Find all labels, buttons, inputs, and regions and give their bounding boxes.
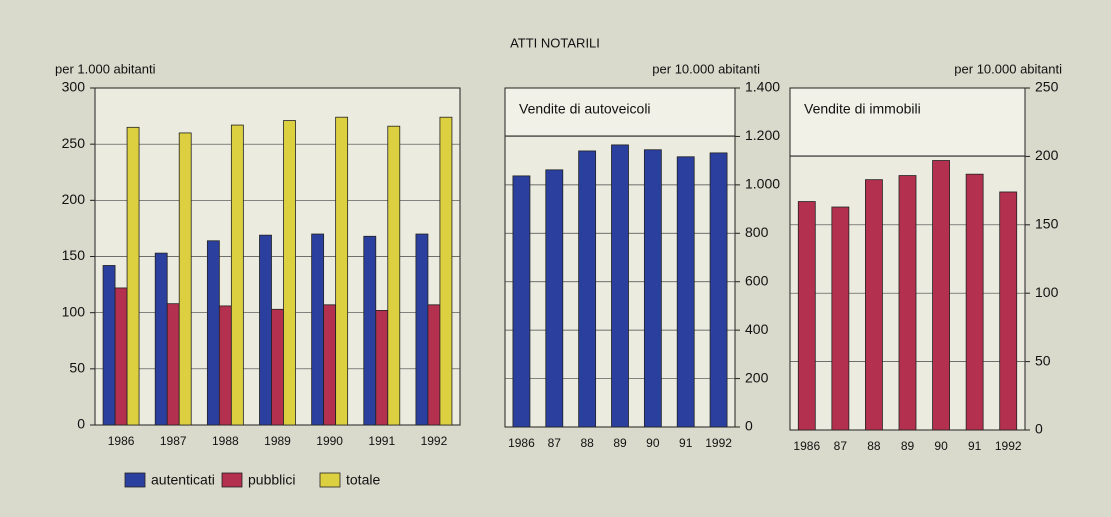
- bar: [387, 125, 401, 426]
- bar: [415, 233, 429, 426]
- y-axis-label: per 10.000 abitanti: [652, 61, 760, 76]
- bar: [114, 287, 128, 426]
- bar: [643, 149, 662, 428]
- legend-swatch: [221, 472, 243, 488]
- bar: [283, 120, 296, 426]
- y-tick-label: 100: [62, 303, 86, 319]
- bar: [230, 124, 244, 426]
- y-tick-label: 100: [1035, 284, 1059, 300]
- bar: [965, 173, 984, 431]
- y-tick-label: 50: [1035, 352, 1051, 368]
- bar: [271, 308, 284, 426]
- x-tick-label: 1991: [368, 434, 395, 448]
- title-panel: [789, 87, 1026, 157]
- bar: [166, 303, 180, 426]
- y-tick-label: 200: [745, 369, 769, 385]
- y-tick-label: 50: [69, 360, 85, 376]
- chart-title: Vendite di autoveicoli: [519, 101, 651, 117]
- x-tick-label: 91: [968, 439, 982, 453]
- bar: [545, 169, 564, 428]
- x-tick-label: 1992: [705, 436, 732, 450]
- legend-label: pubblici: [248, 472, 295, 488]
- bar: [427, 304, 441, 426]
- y-tick-label: 600: [745, 272, 769, 288]
- bar: [898, 175, 917, 431]
- x-tick-label: 88: [867, 439, 881, 453]
- bar: [178, 132, 192, 426]
- y-tick-label: 0: [745, 418, 753, 434]
- y-axis-label: per 10.000 abitanti: [954, 61, 1062, 76]
- x-tick-label: 1986: [108, 434, 135, 448]
- bar: [335, 116, 349, 426]
- y-tick-label: 200: [62, 191, 86, 207]
- bar: [259, 234, 272, 426]
- y-tick-label: 0: [1035, 421, 1043, 437]
- x-tick-label: 91: [679, 436, 693, 450]
- x-tick-label: 90: [646, 436, 660, 450]
- x-tick-label: 89: [901, 439, 915, 453]
- y-tick-label: 200: [1035, 147, 1059, 163]
- bar: [218, 305, 232, 426]
- bar: [439, 116, 453, 426]
- x-tick-label: 87: [834, 439, 848, 453]
- x-tick-label: 1990: [316, 434, 343, 448]
- x-tick-label: 1992: [995, 439, 1022, 453]
- y-tick-label: 800: [745, 224, 769, 240]
- legend-swatch: [124, 472, 146, 488]
- legend-swatch: [319, 472, 341, 488]
- y-tick-label: 400: [745, 321, 769, 337]
- bar: [206, 240, 220, 426]
- x-tick-label: 1988: [212, 434, 239, 448]
- bar: [363, 235, 377, 426]
- figure-title: ATTI NOTARILI: [510, 35, 600, 50]
- y-tick-label: 250: [1035, 79, 1059, 95]
- bar: [311, 233, 325, 426]
- x-tick-label: 90: [934, 439, 948, 453]
- y-tick-label: 0: [77, 416, 85, 432]
- x-tick-label: 1989: [264, 434, 291, 448]
- bar: [154, 252, 168, 426]
- y-tick-label: 300: [62, 79, 86, 95]
- bar: [932, 160, 950, 431]
- x-tick-label: 88: [580, 436, 594, 450]
- x-tick-label: 1986: [793, 439, 820, 453]
- bar: [375, 310, 389, 426]
- chart-title: Vendite di immobili: [804, 101, 921, 117]
- title-panel: [504, 87, 736, 137]
- x-tick-label: 1987: [160, 434, 187, 448]
- bar: [578, 150, 597, 428]
- y-tick-label: 150: [62, 247, 86, 263]
- legend-label: totale: [346, 472, 380, 488]
- x-tick-label: 87: [548, 436, 562, 450]
- bar: [797, 201, 816, 431]
- bar: [102, 265, 116, 426]
- bar: [676, 156, 695, 428]
- bar: [999, 191, 1018, 431]
- y-axis-label: per 1.000 abitanti: [55, 61, 156, 76]
- bar: [126, 126, 140, 426]
- bar: [865, 179, 883, 431]
- bar: [323, 304, 337, 426]
- y-tick-label: 150: [1035, 216, 1059, 232]
- y-tick-label: 1.000: [745, 176, 780, 192]
- y-tick-label: 250: [62, 135, 86, 151]
- x-tick-label: 1986: [508, 436, 535, 450]
- y-tick-label: 1.400: [745, 79, 780, 95]
- legend-label: autenticati: [151, 472, 215, 488]
- x-tick-label: 89: [613, 436, 627, 450]
- y-tick-label: 1.200: [745, 127, 780, 143]
- bar: [709, 152, 728, 428]
- x-tick-label: 1992: [421, 434, 448, 448]
- bar: [512, 175, 531, 428]
- bar: [611, 144, 629, 428]
- bar: [831, 206, 850, 431]
